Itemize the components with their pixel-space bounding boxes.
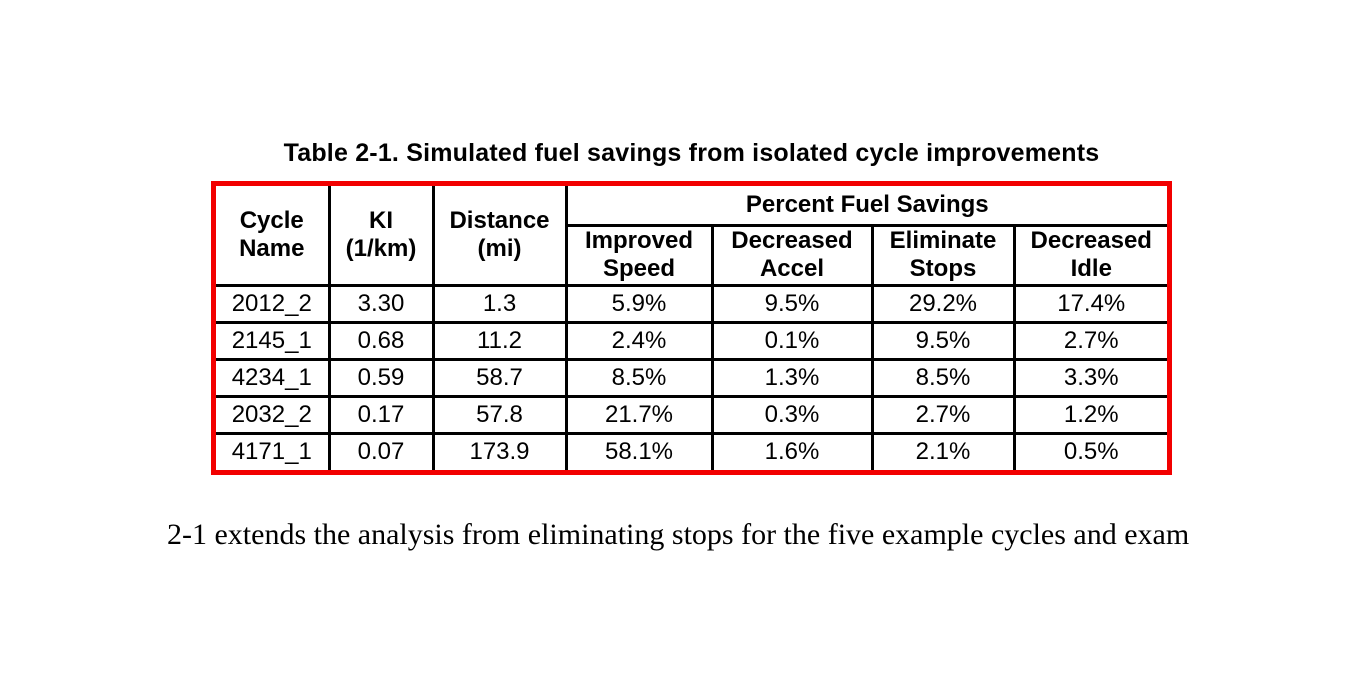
cell-improved-speed: 58.1%	[564, 431, 714, 472]
cell-eliminate-stops: 29.2%	[870, 283, 1016, 324]
cell-cycle-name: 4171_1	[214, 431, 331, 472]
group-header-percent-fuel-savings: Percent Fuel Savings	[564, 184, 1169, 227]
cell-ki: 0.59	[327, 357, 435, 398]
col-header-eliminate-stops: Eliminate Stops	[870, 223, 1016, 287]
cell-decreased-accel: 1.6%	[710, 431, 874, 472]
table-row: 2032_2 0.17 57.8 21.7% 0.3% 2.7% 1.2%	[214, 394, 1169, 435]
cell-ki: 0.07	[327, 431, 435, 472]
cell-improved-speed: 2.4%	[564, 320, 714, 361]
col-header-cycle-name: Cycle Name	[214, 184, 331, 287]
cell-distance: 57.8	[431, 394, 568, 435]
table-row: 2012_2 3.30 1.3 5.9% 9.5% 29.2% 17.4%	[214, 283, 1169, 324]
cell-ki: 0.68	[327, 320, 435, 361]
table-row: 4171_1 0.07 173.9 58.1% 1.6% 2.1% 0.5%	[214, 431, 1169, 472]
col-header-distance: Distance (mi)	[431, 184, 568, 287]
cell-decreased-accel: 0.1%	[710, 320, 874, 361]
col-header-improved-speed: Improved Speed	[564, 223, 714, 287]
cell-cycle-name: 2012_2	[214, 283, 331, 324]
col-header-decreased-accel: Decreased Accel	[710, 223, 874, 287]
fuel-savings-table: Cycle Name KI (1/km) Distance (mi) Perce…	[214, 184, 1169, 472]
cell-cycle-name: 4234_1	[214, 357, 331, 398]
table-row: 4234_1 0.59 58.7 8.5% 1.3% 8.5% 3.3%	[214, 357, 1169, 398]
cell-decreased-idle: 2.7%	[1012, 320, 1169, 361]
cell-distance: 1.3	[431, 283, 568, 324]
cell-cycle-name: 2145_1	[214, 320, 331, 361]
cell-decreased-idle: 0.5%	[1012, 431, 1169, 472]
cell-decreased-idle: 3.3%	[1012, 357, 1169, 398]
col-header-decreased-idle: Decreased Idle	[1012, 223, 1169, 287]
cell-improved-speed: 5.9%	[564, 283, 714, 324]
cell-eliminate-stops: 2.1%	[870, 431, 1016, 472]
cell-eliminate-stops: 8.5%	[870, 357, 1016, 398]
cell-decreased-accel: 1.3%	[710, 357, 874, 398]
cell-improved-speed: 21.7%	[564, 394, 714, 435]
body-text: 2-1 extends the analysis from eliminatin…	[167, 518, 1190, 551]
cell-cycle-name: 2032_2	[214, 394, 331, 435]
cell-decreased-idle: 17.4%	[1012, 283, 1169, 324]
cell-distance: 11.2	[431, 320, 568, 361]
col-header-ki: KI (1/km)	[327, 184, 435, 287]
cell-distance: 58.7	[431, 357, 568, 398]
fuel-savings-table-frame: Cycle Name KI (1/km) Distance (mi) Perce…	[211, 181, 1173, 475]
cell-improved-speed: 8.5%	[564, 357, 714, 398]
cell-decreased-accel: 0.3%	[710, 394, 874, 435]
cell-eliminate-stops: 9.5%	[870, 320, 1016, 361]
cell-decreased-idle: 1.2%	[1012, 394, 1169, 435]
table-caption: Table 2-1. Simulated fuel savings from i…	[283, 139, 1100, 167]
cell-ki: 0.17	[327, 394, 435, 435]
table-row: 2145_1 0.68 11.2 2.4% 0.1% 9.5% 2.7%	[214, 320, 1169, 361]
cell-ki: 3.30	[327, 283, 435, 324]
cell-decreased-accel: 9.5%	[710, 283, 874, 324]
cell-distance: 173.9	[431, 431, 568, 472]
cell-eliminate-stops: 2.7%	[870, 394, 1016, 435]
